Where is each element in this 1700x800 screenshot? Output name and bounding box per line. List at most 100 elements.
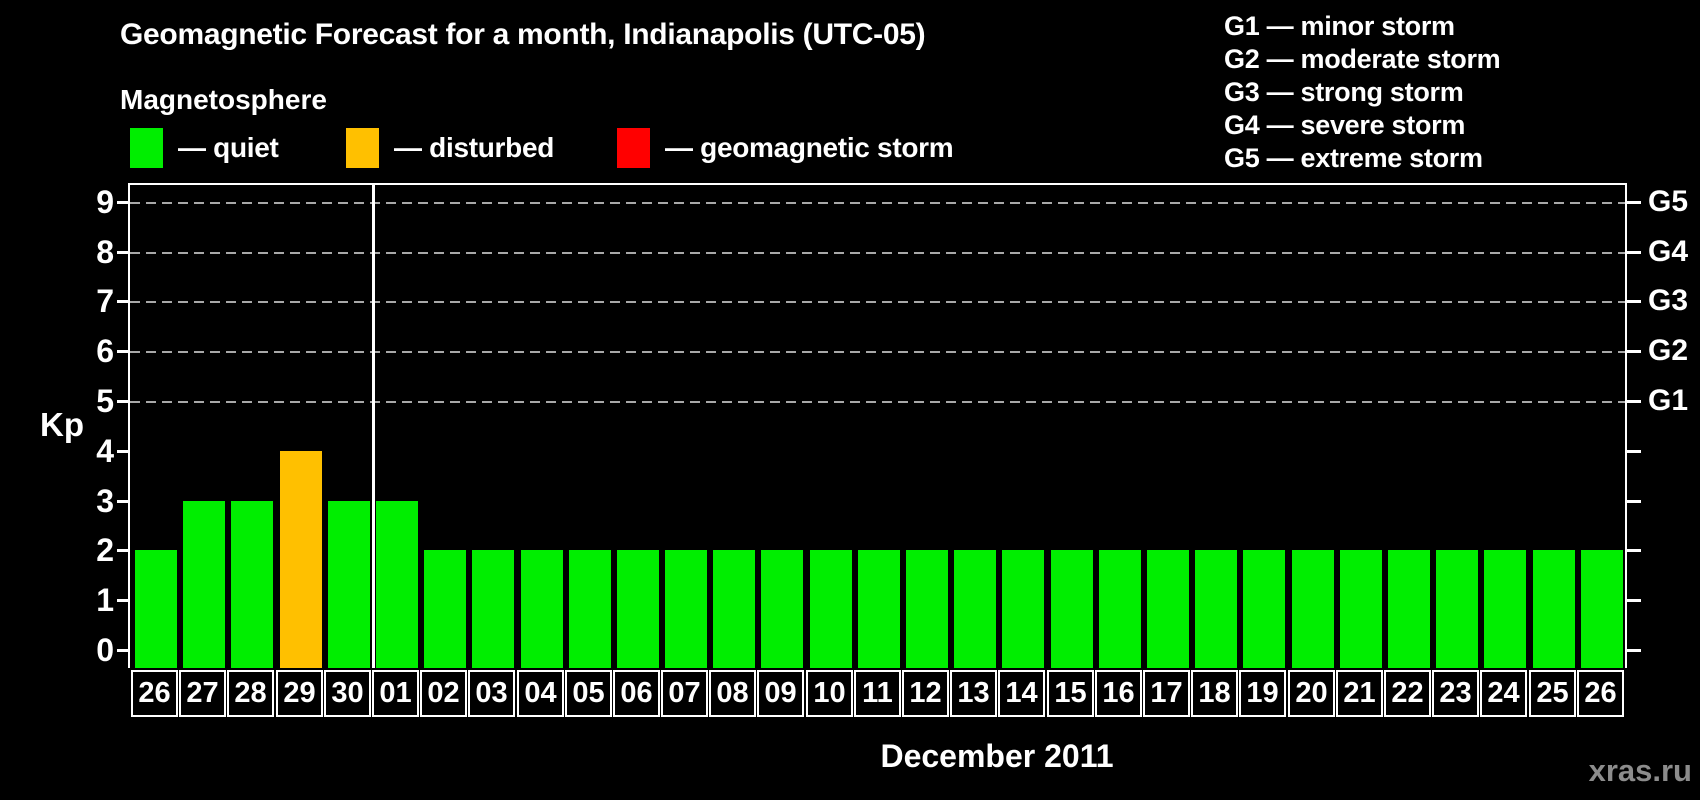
storm-scale-legend-line-g3: G3 — strong storm: [1224, 77, 1464, 107]
x-axis-date-box-26: 26: [131, 670, 178, 717]
x-axis-date-box-20: 20: [1288, 670, 1335, 717]
quiet-color-swatch: [130, 128, 163, 168]
kp-bar-day-26: [135, 550, 177, 668]
disturbed-color-swatch: [346, 128, 379, 168]
y-axis-label-2: 2: [96, 532, 114, 568]
right-axis-label-g4: G4: [1648, 235, 1689, 268]
right-axis-tick-0: [1627, 649, 1641, 652]
kp-bar-day-25: [1533, 550, 1575, 668]
x-axis-date-box-24: 24: [1480, 670, 1527, 717]
x-axis-date-box-13: 13: [950, 670, 997, 717]
storm-scale-legend-line-g2: G2 — moderate storm: [1224, 44, 1501, 74]
right-axis-tick-9: [1627, 201, 1641, 204]
magnetosphere-legend-heading: Magnetosphere: [120, 84, 327, 115]
legend-label-quiet: — quiet: [178, 132, 279, 163]
x-axis-date-box-01: 01: [372, 670, 419, 717]
legend-label-storm: — geomagnetic storm: [665, 132, 954, 163]
x-axis-date-box-02: 02: [420, 670, 467, 717]
kp-bar-day-18: [1195, 550, 1237, 668]
x-axis-date-box-06: 06: [613, 670, 660, 717]
x-axis-date-box-03: 03: [468, 670, 515, 717]
kp-bar-day-15: [1051, 550, 1093, 668]
plot-area: [128, 183, 1627, 668]
storm-color-swatch: [617, 128, 650, 168]
kp-bar-day-08: [713, 550, 755, 668]
y-axis-label-8: 8: [96, 234, 114, 270]
kp-bar-day-11: [858, 550, 900, 668]
right-axis-label-g3: G3: [1648, 284, 1689, 317]
y-axis-label-7: 7: [96, 283, 114, 319]
y-axis-label-3: 3: [96, 483, 114, 519]
x-axis-date-box-08: 08: [709, 670, 756, 717]
right-axis-tick-8: [1627, 251, 1641, 254]
storm-scale-legend: G1 — minor storm G2 — moderate storm G3 …: [1224, 10, 1501, 175]
x-axis-date-box-17: 17: [1143, 670, 1190, 717]
kp-bar-day-12: [906, 550, 948, 668]
kp-bar-day-22: [1388, 550, 1430, 668]
right-axis-tick-6: [1627, 350, 1641, 353]
kp-bar-day-14: [1002, 550, 1044, 668]
right-axis-label-g2: G2: [1648, 334, 1689, 367]
right-axis-tick-7: [1627, 300, 1641, 303]
x-axis-date-box-07: 07: [661, 670, 708, 717]
right-axis-tick-2: [1627, 549, 1641, 552]
x-axis-date-box-27: 27: [179, 670, 226, 717]
right-axis-tick-1: [1627, 599, 1641, 602]
x-axis-date-box-11: 11: [854, 670, 901, 717]
storm-scale-legend-line-g5: G5 — extreme storm: [1224, 143, 1483, 173]
x-axis-date-box-19: 19: [1239, 670, 1286, 717]
kp-bar-day-17: [1147, 550, 1189, 668]
storm-scale-legend-line-g1: G1 — minor storm: [1224, 11, 1455, 41]
chart-title: Geomagnetic Forecast for a month, Indian…: [120, 18, 926, 51]
kp-bar-day-01: [376, 501, 418, 668]
kp-bar-day-23: [1436, 550, 1478, 668]
x-axis-date-box-16: 16: [1095, 670, 1142, 717]
kp-bar-day-16: [1099, 550, 1141, 668]
x-axis-date-box-12: 12: [902, 670, 949, 717]
kp-bar-day-06: [617, 550, 659, 668]
kp-bar-day-13: [954, 550, 996, 668]
x-axis-date-box-28: 28: [227, 670, 274, 717]
gridline-kp5: [130, 401, 1625, 403]
right-axis-tick-3: [1627, 500, 1641, 503]
right-axis-tick-4: [1627, 450, 1641, 453]
kp-bar-day-26: [1581, 550, 1623, 668]
kp-bar-day-19: [1243, 550, 1285, 668]
x-axis-date-box-23: 23: [1432, 670, 1479, 717]
kp-bar-day-21: [1340, 550, 1382, 668]
x-axis-date-box-09: 09: [757, 670, 804, 717]
kp-bar-day-03: [472, 550, 514, 668]
x-axis-date-box-22: 22: [1384, 670, 1431, 717]
kp-bar-day-20: [1292, 550, 1334, 668]
x-axis-date-box-15: 15: [1047, 670, 1094, 717]
y-axis-label-6: 6: [96, 333, 114, 369]
kp-bar-day-29: [280, 451, 322, 668]
x-axis-date-box-25: 25: [1529, 670, 1576, 717]
gridline-kp7: [130, 301, 1625, 303]
x-axis-title: December 2011: [880, 738, 1114, 774]
gridline-kp6: [130, 351, 1625, 353]
x-axis-date-box-05: 05: [565, 670, 612, 717]
kp-bar-day-30: [328, 501, 370, 668]
kp-bar-day-27: [183, 501, 225, 668]
kp-bar-day-04: [521, 550, 563, 668]
x-axis-date-box-18: 18: [1191, 670, 1238, 717]
y-axis-label-9: 9: [96, 184, 114, 220]
y-axis-label-0: 0: [96, 632, 114, 668]
x-axis-date-box-30: 30: [324, 670, 371, 717]
month-separator-line: [372, 185, 375, 668]
x-axis-date-box-29: 29: [276, 670, 323, 717]
legend-label-disturbed: — disturbed: [394, 132, 555, 163]
watermark: xras.ru: [1588, 753, 1692, 788]
right-axis-label-g5: G5: [1648, 185, 1689, 218]
y-axis-title: Kp: [40, 406, 84, 443]
kp-bar-day-05: [569, 550, 611, 668]
kp-bar-day-10: [810, 550, 852, 668]
right-axis-tick-5: [1627, 400, 1641, 403]
gridline-kp9: [130, 202, 1625, 204]
x-axis-date-box-04: 04: [517, 670, 564, 717]
kp-bar-day-02: [424, 550, 466, 668]
kp-bar-day-07: [665, 550, 707, 668]
x-axis-date-box-26: 26: [1577, 670, 1624, 717]
